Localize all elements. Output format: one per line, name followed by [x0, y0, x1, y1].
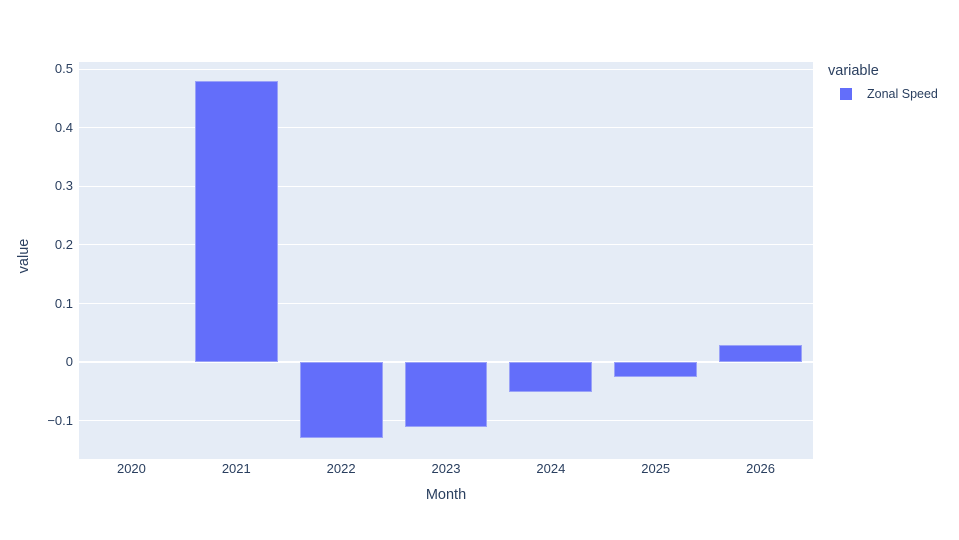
- y-tick-label: 0: [65, 354, 73, 370]
- x-tick-label: 2021: [221, 461, 251, 476]
- x-tick-label: 2026: [746, 461, 776, 476]
- legend-title: variable: [828, 63, 879, 79]
- x-axis-title: Month: [425, 487, 467, 503]
- gridline-y: [79, 185, 813, 187]
- x-axis-tick-labels: 2020 2021 2022 2023 2024 2025 2026: [79, 462, 813, 478]
- y-tick-label: 0.2: [54, 236, 73, 252]
- x-tick-label: 2023: [431, 461, 461, 476]
- y-tick-label: −0.1: [47, 412, 73, 428]
- bar-2026[interactable]: [719, 344, 802, 363]
- x-tick-label: 2020: [116, 461, 146, 476]
- gridline-y: [79, 303, 813, 305]
- bar-2022[interactable]: [299, 362, 383, 439]
- bar-2023[interactable]: [404, 362, 488, 427]
- x-tick-label: 2024: [536, 461, 566, 476]
- gridline-y: [79, 244, 813, 246]
- bar-2025[interactable]: [614, 362, 698, 377]
- legend-item-zonal-speed[interactable]: Zonal Speed: [828, 87, 938, 101]
- bar-2024[interactable]: [509, 362, 593, 392]
- x-tick-label: 2025: [641, 461, 671, 476]
- legend-color-swatch-icon: [840, 88, 852, 100]
- plot-area: [79, 62, 813, 459]
- y-axis-tick-labels: 0.5 0.4 0.3 0.2 0.1 0 −0.1: [0, 62, 73, 459]
- bar-2021[interactable]: [194, 80, 278, 363]
- x-tick-label: 2022: [326, 461, 356, 476]
- gridline-y: [79, 127, 813, 129]
- legend-item-label: Zonal Speed: [867, 87, 938, 101]
- y-tick-label: 0.1: [54, 295, 73, 311]
- y-tick-label: 0.5: [54, 61, 73, 77]
- y-tick-label: 0.4: [54, 119, 73, 135]
- y-tick-label: 0.3: [54, 178, 73, 194]
- gridline-y: [79, 68, 813, 70]
- legend: variable Zonal Speed: [828, 63, 938, 101]
